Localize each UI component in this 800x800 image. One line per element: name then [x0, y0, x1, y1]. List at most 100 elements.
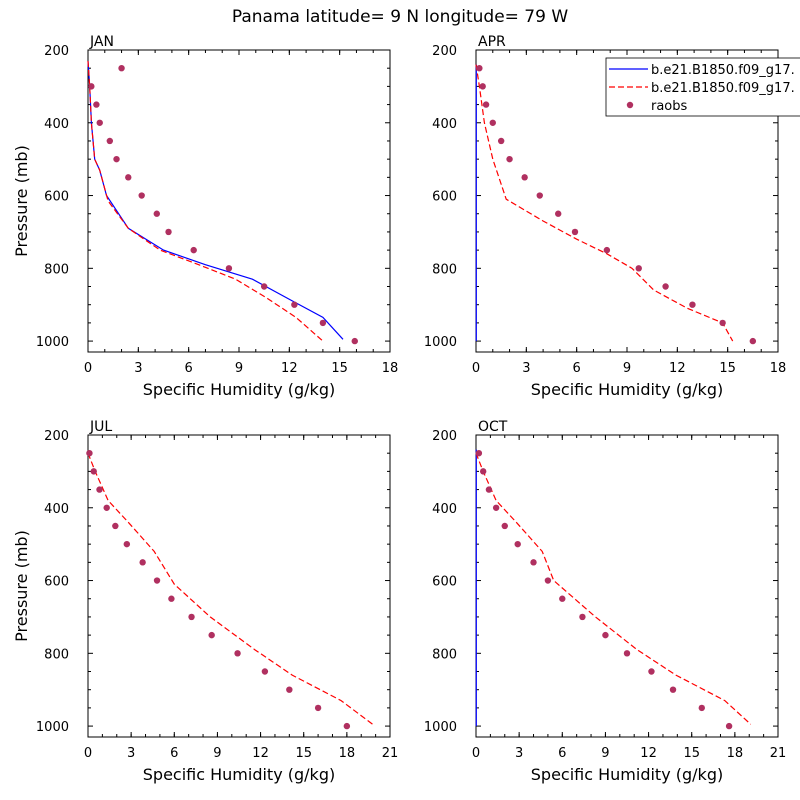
raobs-point [208, 631, 215, 639]
plot-frame [87, 49, 391, 353]
x-tick-label: 15 [331, 361, 348, 376]
raobs-point [139, 559, 146, 566]
raobs-point [501, 522, 508, 530]
raobs-point [749, 337, 757, 345]
raobs-point [514, 540, 521, 548]
raobs-point [343, 722, 351, 730]
x-tick-label: 6 [170, 746, 178, 761]
y-axis-label: Pressure (mb) [12, 145, 31, 257]
legend: b.e21.B1850.f09_g17. b.e21.B1850.f09_g17.… [605, 57, 800, 117]
raobs-point [475, 449, 483, 457]
raobs-point [506, 155, 513, 163]
raobs-point [319, 319, 327, 327]
x-tick-label: 12 [640, 746, 657, 761]
panel-jul: JUL 0 3 6 9 12 15 18 21 200 400 600 800 1000 Specific … [12, 419, 398, 784]
plot-frame [475, 434, 779, 738]
x-tick-label: 15 [719, 361, 736, 376]
y-tick-label: 800 [44, 647, 69, 662]
raobs-point [623, 650, 631, 657]
x-axis-label: Specific Humidity (g/kg) [531, 380, 723, 399]
x-tick-label: 18 [382, 361, 399, 376]
x-tick-label: 6 [558, 746, 566, 761]
raobs-point [662, 283, 669, 290]
raobs-point [669, 686, 677, 693]
raobs-point [482, 101, 490, 108]
raobs-point [125, 174, 132, 181]
x-tick-label: 6 [573, 361, 581, 376]
y-tick-label: 1000 [424, 720, 457, 735]
x-tick-label: 3 [522, 361, 530, 376]
panel-jan: JAN 0 3 6 9 12 15 18 200 400 600 800 1000 Specific Hu… [12, 34, 398, 399]
x-tick-label: 3 [515, 746, 523, 761]
raobs-point [234, 650, 241, 657]
y-tick-label: 400 [432, 117, 457, 132]
raobs-point [88, 83, 95, 90]
raobs-point [190, 246, 197, 254]
model-series-solid-line [87, 60, 344, 340]
x-tick-label: 9 [213, 746, 221, 761]
raobs-point [698, 704, 705, 712]
model-series-dashed-line [87, 60, 324, 342]
y-tick-label: 600 [44, 190, 69, 205]
panel-oct: OCT 0 3 6 9 12 15 18 21 200 400 600 800 1000 Specific … [424, 419, 786, 784]
x-tick-label: 3 [127, 746, 135, 761]
legend-label: b.e21.B1850.f09_g17. [651, 81, 795, 96]
raobs-point [106, 137, 114, 145]
raobs-point [476, 64, 483, 72]
raobs-point [530, 559, 537, 566]
panel-title: APR [478, 34, 506, 50]
raobs-point [492, 504, 500, 511]
raobs-point [479, 83, 486, 90]
raobs-point [602, 631, 609, 639]
raobs-point [112, 522, 119, 530]
y-tick-label: 400 [44, 502, 69, 517]
raobs-point [497, 137, 505, 145]
x-axis-label: Specific Humidity (g/kg) [143, 380, 335, 399]
y-tick-label: 200 [432, 44, 457, 59]
raobs-point [351, 337, 358, 345]
plot-frame [87, 434, 391, 738]
raobs-point [286, 686, 293, 693]
y-tick-label: 800 [432, 262, 457, 277]
raobs-point [261, 668, 269, 675]
y-tick-label: 200 [44, 429, 69, 444]
raobs-point [96, 486, 103, 493]
raobs-point [536, 192, 543, 199]
raobs-point [579, 613, 586, 621]
legend-marker-dot [626, 101, 634, 109]
raobs-point [86, 449, 93, 457]
y-tick-label: 600 [44, 575, 69, 590]
raobs-point [153, 577, 161, 584]
raobs-point [559, 595, 566, 602]
raobs-point [103, 504, 110, 511]
x-tick-label: 15 [295, 746, 312, 761]
raobs-point [138, 192, 145, 199]
raobs-point [168, 595, 175, 602]
raobs-point [165, 228, 172, 236]
x-tick-label: 9 [623, 361, 631, 376]
raobs-point [123, 540, 131, 548]
x-tick-label: 12 [669, 361, 686, 376]
x-tick-label: 9 [601, 746, 609, 761]
raobs-point [555, 210, 562, 217]
y-axis-label: Pressure (mb) [12, 530, 31, 642]
x-axis-label: Specific Humidity (g/kg) [143, 765, 335, 784]
x-tick-label: 18 [770, 361, 787, 376]
model-series-dashed-line [87, 452, 374, 725]
raobs-point [571, 228, 579, 236]
y-tick-label: 600 [432, 575, 457, 590]
raobs-point [314, 704, 322, 712]
x-tick-label: 15 [683, 746, 700, 761]
raobs-point [188, 613, 195, 621]
y-tick-label: 1000 [36, 335, 69, 350]
raobs-point [725, 722, 733, 730]
y-tick-label: 800 [44, 262, 69, 277]
raobs-point [118, 64, 125, 72]
y-tick-label: 200 [44, 44, 69, 59]
x-axis-label: Specific Humidity (g/kg) [531, 765, 723, 784]
x-tick-label: 0 [472, 746, 480, 761]
x-tick-label: 21 [770, 746, 787, 761]
y-tick-label: 1000 [424, 335, 457, 350]
x-tick-label: 21 [382, 746, 399, 761]
